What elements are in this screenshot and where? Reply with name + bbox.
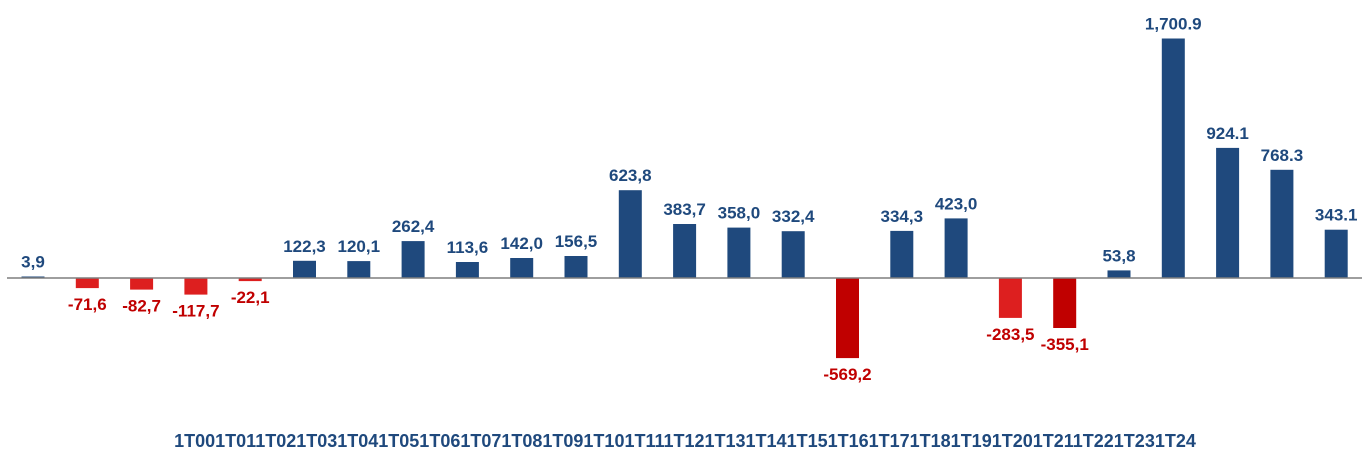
bar-1T17 bbox=[944, 218, 968, 278]
bar-1T02 bbox=[130, 278, 154, 290]
data-label-1T15: -569,2 bbox=[823, 365, 871, 384]
data-label-1T20: 53,8 bbox=[1102, 246, 1135, 265]
data-label-1T08: 113,6 bbox=[447, 238, 489, 257]
bar-1T12 bbox=[673, 224, 697, 278]
bar-1T07 bbox=[401, 241, 425, 278]
data-label-1T02: -82,7 bbox=[122, 297, 161, 316]
data-label-1T03: -117,7 bbox=[172, 302, 219, 321]
data-label-1T24: 343.1 bbox=[1315, 206, 1358, 225]
bar-1T13 bbox=[727, 227, 751, 278]
data-label-1T04: -22,1 bbox=[231, 288, 270, 307]
data-label-1T16: 334,3 bbox=[881, 207, 924, 226]
data-labels-group: 3,9 -71,6 -82,7 -117,7 -22,1 122,3 120,1 262,4 1… bbox=[21, 15, 1357, 385]
data-label-1T11: 623,8 bbox=[609, 166, 652, 185]
bar-1T22 bbox=[1216, 147, 1240, 278]
bar-1T01 bbox=[75, 278, 99, 289]
bar-1T08 bbox=[455, 262, 479, 278]
bar-1T20 bbox=[1107, 270, 1131, 278]
bar-1T21 bbox=[1161, 38, 1185, 278]
data-label-1T12: 383,7 bbox=[663, 200, 706, 219]
data-label-1T00: 3,9 bbox=[21, 253, 45, 272]
data-label-1T22: 924.1 bbox=[1206, 124, 1249, 143]
bar-1T06 bbox=[347, 261, 371, 278]
bar-1T19 bbox=[1053, 278, 1077, 328]
bar-1T09 bbox=[510, 258, 534, 278]
bar-1T23 bbox=[1270, 169, 1294, 278]
data-label-1T06: 120,1 bbox=[338, 237, 381, 256]
data-label-1T17: 423,0 bbox=[935, 194, 978, 213]
bar-1T24 bbox=[1324, 229, 1348, 278]
bar-1T18 bbox=[998, 278, 1022, 318]
data-label-1T09: 142,0 bbox=[500, 234, 543, 253]
bar-1T16 bbox=[890, 230, 914, 278]
bar-1T15 bbox=[836, 278, 859, 359]
bar-1T11 bbox=[618, 190, 642, 278]
data-label-1T10: 156,5 bbox=[555, 232, 598, 251]
data-label-1T23: 768.3 bbox=[1261, 146, 1304, 165]
bar-1T05 bbox=[293, 260, 316, 278]
bar-1T03 bbox=[184, 278, 208, 295]
bar-1T04 bbox=[238, 278, 262, 282]
data-label-1T05: 122,3 bbox=[283, 237, 326, 256]
data-label-1T14: 332,4 bbox=[772, 207, 815, 226]
data-label-1T19: -355,1 bbox=[1041, 335, 1089, 354]
data-label-1T07: 262,4 bbox=[392, 217, 435, 236]
x-axis-labels: 1T001T011T021T031T041T051T061T071T081T09… bbox=[174, 431, 1196, 451]
bars-group bbox=[21, 38, 1348, 359]
data-label-1T21: 1,700.9 bbox=[1145, 15, 1202, 34]
bar-1T14 bbox=[781, 231, 805, 278]
bar-1T10 bbox=[564, 256, 588, 278]
data-label-1T01: -71,6 bbox=[68, 295, 107, 314]
data-label-1T13: 358,0 bbox=[718, 204, 761, 223]
data-label-1T18: -283,5 bbox=[986, 325, 1034, 344]
